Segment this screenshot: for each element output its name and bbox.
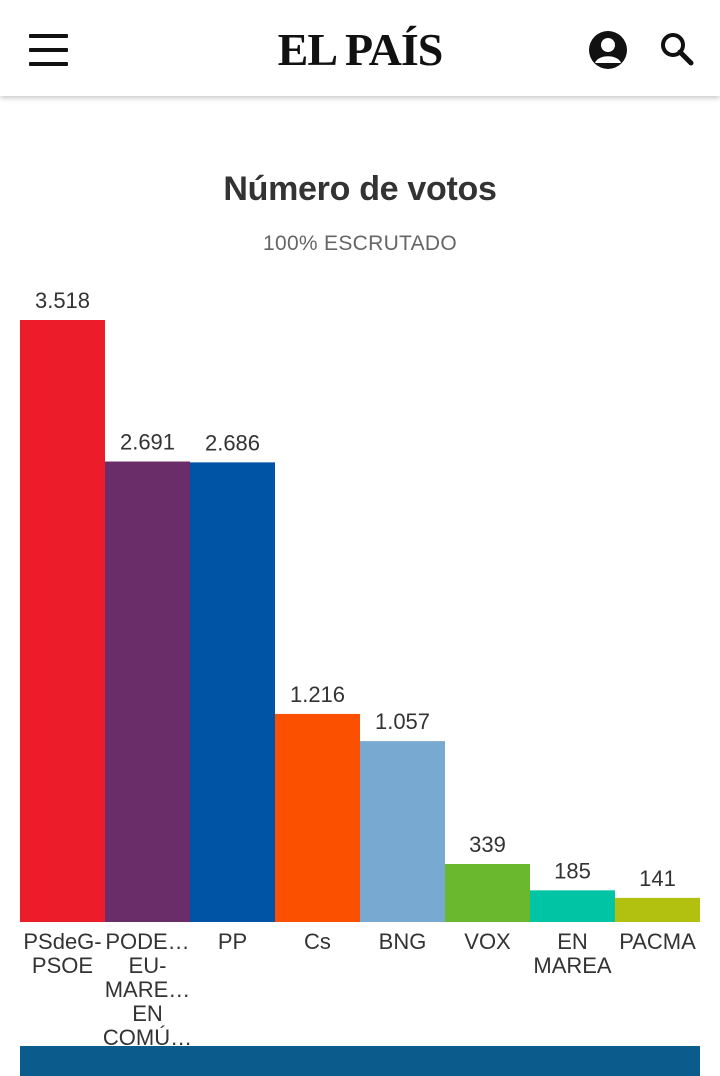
- bar-value-label: 2.691: [120, 430, 175, 455]
- bar-value-label: 1.216: [290, 682, 345, 707]
- user-icon[interactable]: [588, 30, 628, 70]
- bar-1[interactable]: [105, 461, 190, 922]
- category-label: PP: [218, 929, 247, 954]
- category-label-line: COMÚ…: [103, 1025, 192, 1050]
- category-label-line: PSOE: [32, 953, 93, 978]
- category-label-line: EU-: [129, 953, 167, 978]
- chart-subtitle: 100% ESCRUTADO: [262, 232, 458, 255]
- bar-value-label: 1.057: [375, 709, 430, 734]
- category-label-line: PSdeG-: [23, 929, 101, 954]
- search-icon[interactable]: [659, 31, 695, 67]
- category-label-line: EN: [557, 929, 588, 954]
- bar-value-label: 339: [469, 832, 506, 857]
- category-label: EN MAREA: [533, 929, 612, 978]
- bar-value-label: 2.686: [205, 430, 260, 455]
- category-label-line: PODE…: [105, 929, 189, 954]
- category-label-line: EN: [132, 1001, 163, 1026]
- bar-7[interactable]: [615, 897, 700, 922]
- category-label: VOX: [464, 929, 511, 954]
- category-label-line: MAREA: [533, 953, 612, 978]
- category-label: PACMA: [619, 929, 696, 954]
- bar-4[interactable]: [360, 741, 445, 922]
- category-label: Cs: [304, 929, 331, 954]
- bar-value-label: 3.518: [35, 288, 90, 313]
- bar-2[interactable]: [190, 462, 275, 922]
- category-label-line: Cs: [304, 929, 331, 954]
- bar-value-label: 141: [639, 866, 676, 891]
- bar-3[interactable]: [275, 713, 360, 922]
- bottom-banner: [20, 1046, 700, 1076]
- category-label: PSdeG-PSOE: [23, 929, 101, 978]
- category-label-line: MARE…: [105, 977, 191, 1002]
- bar-6[interactable]: [530, 890, 615, 922]
- hamburger-menu-icon[interactable]: [29, 34, 68, 66]
- bar-5[interactable]: [445, 863, 530, 922]
- chart-title: Número de votos: [223, 170, 497, 208]
- category-label-line: BNG: [379, 929, 427, 954]
- el-pais-logo[interactable]: EL PAÍS: [277, 24, 444, 75]
- category-label-line: VOX: [464, 929, 511, 954]
- bar-0[interactable]: [20, 320, 105, 922]
- category-label: BNG: [379, 929, 427, 954]
- category-label-line: PACMA: [619, 929, 696, 954]
- category-label-line: PP: [218, 929, 247, 954]
- bar-value-label: 185: [554, 858, 591, 883]
- top-navigation-bar: EL PAÍS: [0, 0, 720, 96]
